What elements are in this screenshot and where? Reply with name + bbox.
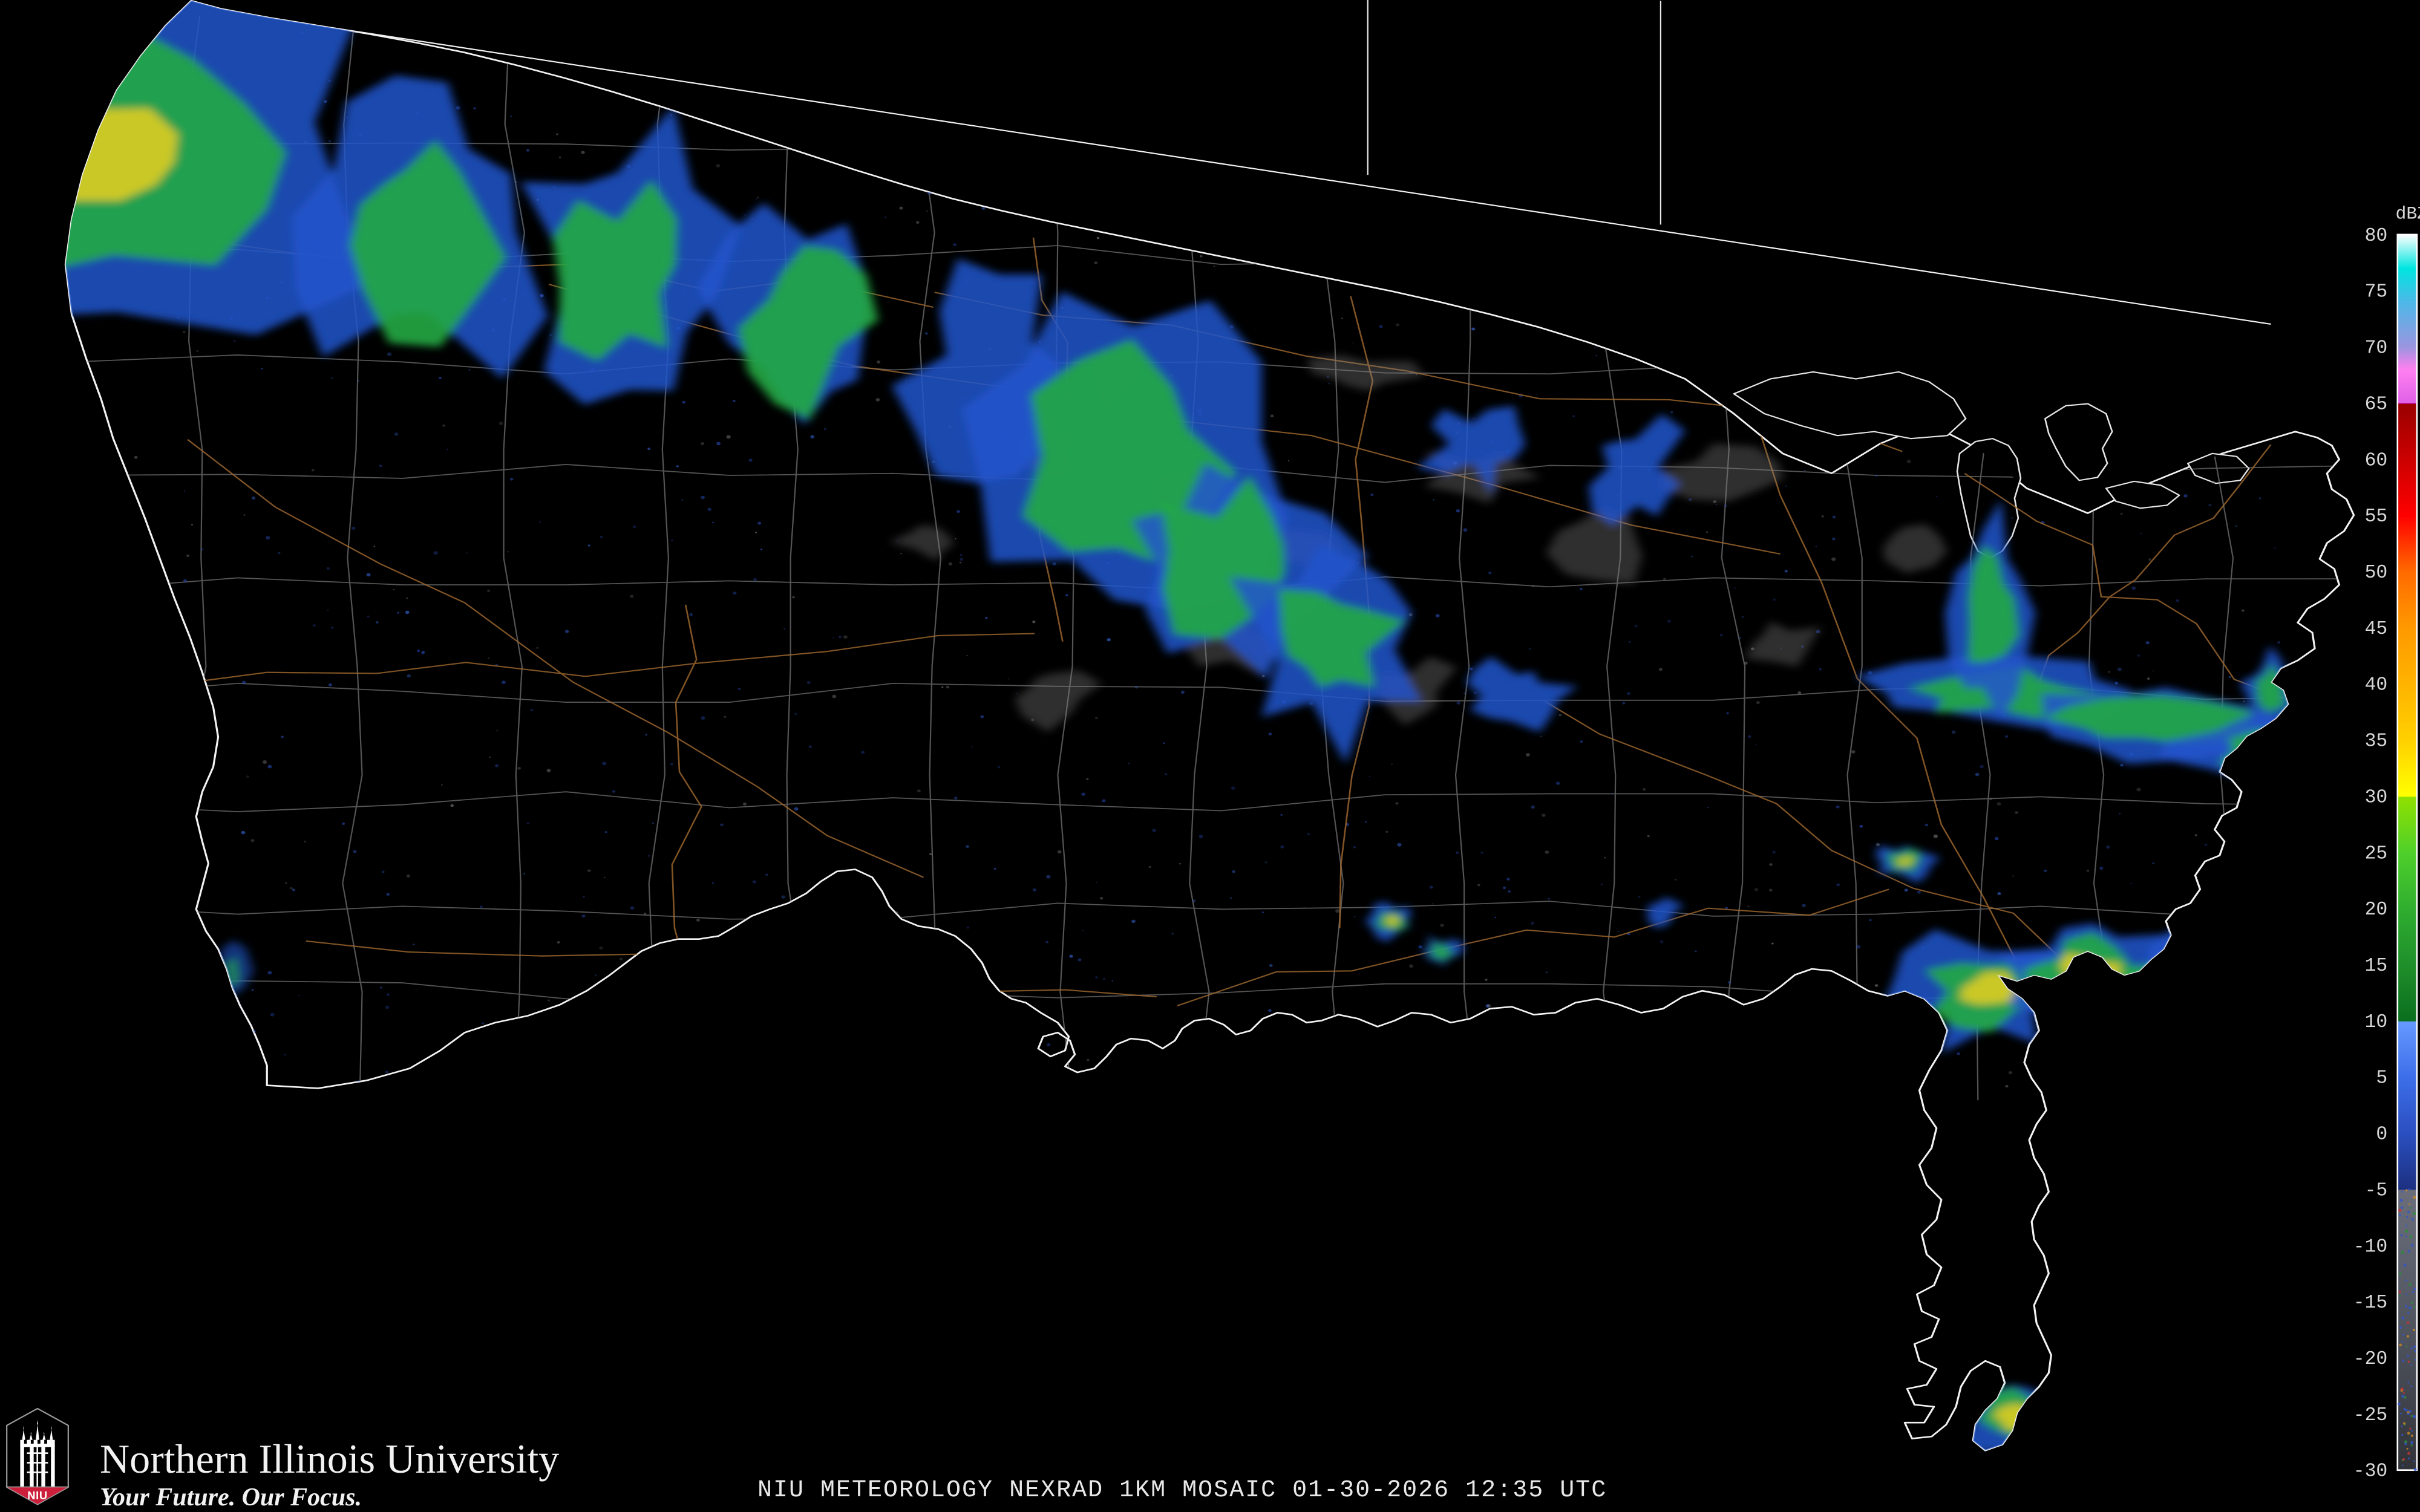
svg-text:5: 5 (2376, 1068, 2387, 1089)
svg-text:70: 70 (2365, 338, 2388, 359)
svg-text:30: 30 (2365, 787, 2388, 808)
svg-text:20: 20 (2365, 899, 2388, 921)
svg-text:65: 65 (2365, 394, 2388, 415)
svg-text:0: 0 (2376, 1124, 2387, 1145)
svg-text:40: 40 (2365, 675, 2388, 696)
svg-text:NIU: NIU (27, 1489, 48, 1502)
svg-text:-30: -30 (2353, 1461, 2388, 1482)
svg-text:60: 60 (2365, 450, 2388, 471)
svg-text:-15: -15 (2353, 1292, 2388, 1314)
svg-text:75: 75 (2365, 282, 2388, 303)
svg-text:25: 25 (2365, 843, 2388, 864)
svg-text:50: 50 (2365, 562, 2388, 584)
svg-text:45: 45 (2365, 619, 2388, 640)
svg-text:15: 15 (2365, 956, 2388, 977)
svg-text:35: 35 (2365, 731, 2388, 752)
svg-text:-25: -25 (2353, 1405, 2388, 1426)
svg-text:-10: -10 (2353, 1236, 2388, 1257)
svg-text:dBZ: dBZ (2395, 203, 2420, 224)
svg-text:10: 10 (2365, 1012, 2388, 1033)
svg-text:80: 80 (2365, 226, 2388, 247)
svg-text:-5: -5 (2365, 1181, 2388, 1202)
svg-text:-20: -20 (2353, 1349, 2388, 1370)
svg-text:55: 55 (2365, 506, 2388, 527)
